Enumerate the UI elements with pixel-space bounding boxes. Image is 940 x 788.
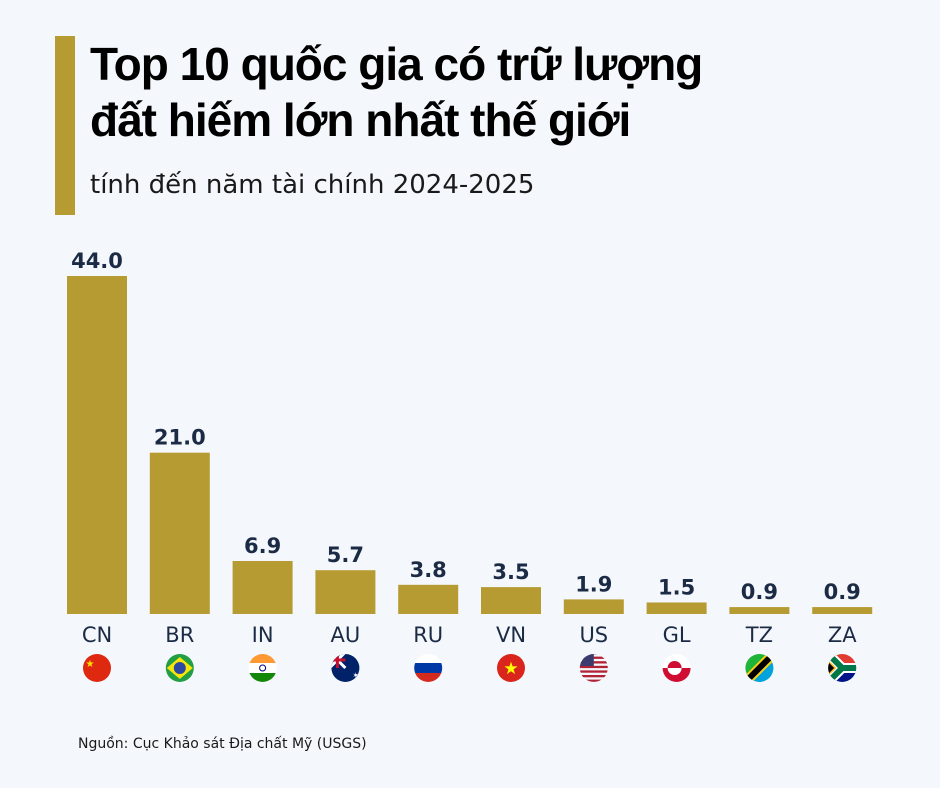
data-label-BR: 21.0 — [154, 426, 206, 450]
title-line-1: Top 10 quốc gia có trữ lượng — [90, 38, 703, 90]
bar-US — [563, 599, 624, 614]
greenland-flag-icon — [662, 654, 691, 682]
usa-flag-icon — [579, 654, 608, 682]
bar-VN — [481, 587, 541, 614]
x-tick-label-AU: AU — [331, 623, 361, 647]
data-label-AU: 5.7 — [327, 543, 364, 567]
data-label-ZA: 0.9 — [824, 580, 861, 604]
x-tick-label-RU: RU — [413, 623, 443, 647]
bar-BR — [149, 452, 210, 614]
svg-text:★: ★ — [86, 659, 95, 670]
chart-title: Top 10 quốc gia có trữ lượng đất hiếm lớ… — [90, 36, 870, 148]
data-label-TZ: 0.9 — [741, 580, 778, 604]
bar-GL — [646, 602, 707, 614]
brazil-flag-icon — [165, 654, 194, 682]
data-label-CN: 44.0 — [71, 249, 123, 273]
south-africa-flag-icon — [828, 654, 857, 682]
tanzania-flag-icon — [745, 654, 774, 682]
bar-TZ — [729, 607, 790, 614]
x-tick-label-CN: CN — [82, 623, 112, 647]
bar-ZA — [812, 607, 873, 614]
x-tick-label-US: US — [579, 623, 608, 647]
x-tick-label-GL: GL — [663, 623, 691, 647]
china-flag-icon: ★ — [83, 654, 111, 682]
title-accent-bar — [55, 36, 75, 215]
chart-subtitle: tính đến năm tài chính 2024-2025 — [90, 170, 535, 200]
russia-flag-icon — [414, 654, 443, 682]
australia-flag-icon: ✶ — [331, 654, 360, 682]
bar-RU — [398, 584, 459, 614]
title-line-2: đất hiếm lớn nhất thế giới — [90, 94, 631, 146]
data-label-GL: 1.5 — [658, 575, 695, 599]
vietnam-flag-icon: ★ — [497, 654, 525, 682]
x-tick-label-ZA: ZA — [828, 623, 857, 647]
svg-text:★: ★ — [503, 659, 518, 679]
x-tick-label-IN: IN — [252, 623, 274, 647]
x-tick-label-BR: BR — [165, 623, 194, 647]
svg-text:✶: ✶ — [352, 671, 359, 680]
x-tick-label-VN: VN — [496, 623, 526, 647]
data-label-IN: 6.9 — [244, 534, 281, 558]
data-label-RU: 3.8 — [410, 558, 447, 582]
data-label-VN: 3.5 — [492, 560, 529, 584]
bar-IN — [232, 560, 293, 614]
bar-AU — [315, 570, 376, 614]
x-tick-label-TZ: TZ — [745, 623, 773, 647]
source-note: Nguồn: Cục Khảo sát Địa chất Mỹ (USGS) — [78, 736, 367, 752]
india-flag-icon — [248, 654, 277, 682]
data-label-US: 1.9 — [575, 572, 612, 596]
bar-CN — [67, 276, 127, 614]
bar-chart: 44.0 CN ★ 21.0 BR 6.9 IN 5.7 AU ✶ 3.8 RU 3.5 VN ★ 1.9 US… — [67, 249, 873, 682]
